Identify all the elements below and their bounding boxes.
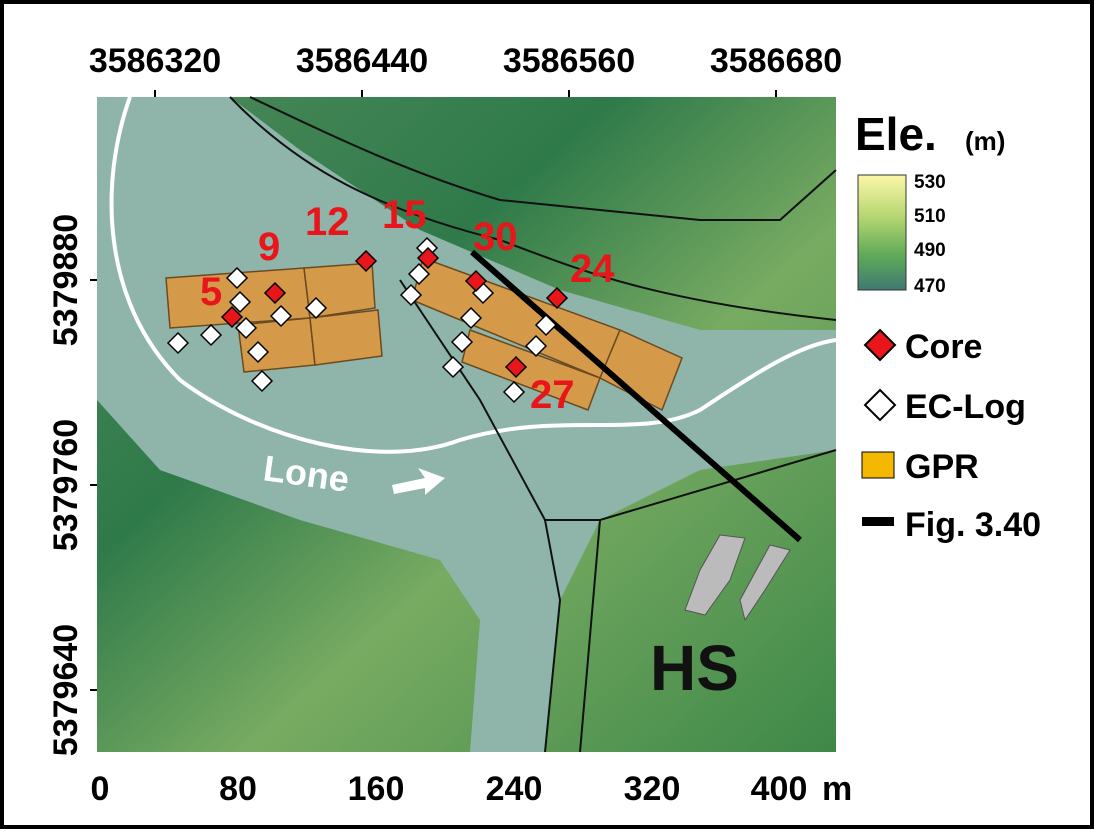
bottom-tick: 160 xyxy=(348,770,405,808)
legend-item: Fig. 3.40 xyxy=(905,506,1041,544)
bottom-tick: 80 xyxy=(219,770,257,808)
top-tick: 3586320 xyxy=(89,42,221,80)
gpr-symbol xyxy=(862,452,894,478)
sample-label: 30 xyxy=(473,215,518,259)
legend-item: GPR xyxy=(905,448,979,486)
legend-unit: (m) xyxy=(965,126,1005,156)
colorbar-label: 490 xyxy=(914,240,946,261)
site-label: HS xyxy=(650,632,739,704)
left-tick: 5379760 xyxy=(47,419,85,551)
bottom-unit: m xyxy=(822,770,852,808)
top-tick: 3586560 xyxy=(503,42,635,80)
sample-label: 27 xyxy=(530,373,575,417)
legend-item: Core xyxy=(905,328,982,366)
sample-label: 9 xyxy=(258,225,280,269)
left-tick: 5379640 xyxy=(47,624,85,756)
figure: 5 9 12 15 30 24 27 Lone HS 3586320 35864… xyxy=(0,0,1094,829)
bottom-tick: 400 xyxy=(751,770,808,808)
bottom-tick: 320 xyxy=(624,770,681,808)
top-tick: 3586680 xyxy=(710,42,842,80)
colorbar-label: 510 xyxy=(914,206,946,227)
colorbar-label: 470 xyxy=(914,276,946,297)
page: {"axes": {"top": ["3586320", "3586440", … xyxy=(0,0,1094,829)
sample-label: 15 xyxy=(382,193,427,237)
bottom-tick: 0 xyxy=(91,770,110,808)
legend-item: EC-Log xyxy=(905,388,1026,426)
line-symbol xyxy=(862,517,894,526)
left-tick: 5379880 xyxy=(47,214,85,346)
sample-label: 5 xyxy=(200,270,222,314)
legend-title: Ele. xyxy=(855,108,937,160)
colorbar-label: 530 xyxy=(914,172,946,193)
top-tick: 3586440 xyxy=(296,42,428,80)
sample-label: 24 xyxy=(570,247,615,291)
colorbar xyxy=(858,175,906,290)
sample-label: 12 xyxy=(305,200,350,244)
bottom-tick: 240 xyxy=(486,770,543,808)
